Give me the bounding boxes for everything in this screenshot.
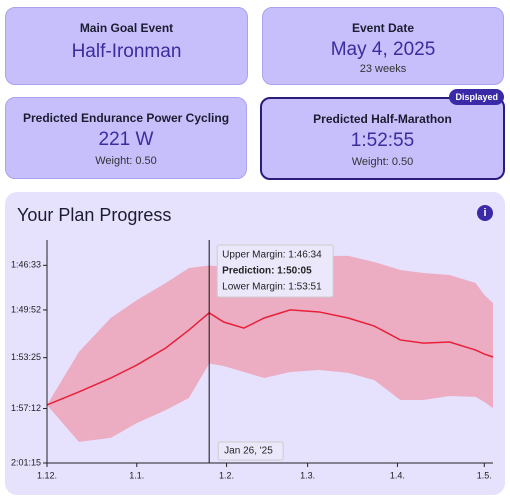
card-title: Predicted Half-Marathon xyxy=(313,112,452,126)
y-tick-label: 1:53:25 xyxy=(11,352,41,362)
tooltip-line: Prediction: 1:50:05 xyxy=(222,266,312,277)
y-tick-label: 1:49:52 xyxy=(11,304,41,314)
card: Predicted Endurance Power Cycling 221 W … xyxy=(5,97,247,179)
prediction-line xyxy=(46,309,494,406)
x-tick-label: 1.2. xyxy=(219,470,234,480)
y-tick-label: 1:57:12 xyxy=(11,403,41,413)
tooltip-line: Lower Margin: 1:53:51 xyxy=(222,282,322,293)
card-selected[interactable]: Predicted Half-Marathon 1:52:55 Weight: … xyxy=(260,89,505,180)
card-sub: 23 weeks xyxy=(359,63,407,75)
card-value: Half-Ironman xyxy=(71,41,182,62)
tooltip-box xyxy=(216,244,334,298)
card-value: 221 W xyxy=(98,129,154,150)
card-title: Predicted Endurance Power Cycling xyxy=(22,111,230,125)
x-tick-label: 1.5. xyxy=(477,470,492,480)
margin-band xyxy=(47,255,493,442)
card-value: May 4, 2025 xyxy=(330,39,436,60)
tooltip-line: Upper Margin: 1:46:34 xyxy=(222,250,322,261)
date-box xyxy=(217,441,284,461)
card: Event Date May 4, 2025 23 weeks xyxy=(262,7,504,85)
x-tick-label: 1.1. xyxy=(129,470,144,480)
card: Main Goal Event Half-Ironman xyxy=(5,7,248,85)
x-tick-label: 1.3. xyxy=(300,470,315,480)
x-tick-label: 1.4. xyxy=(390,470,405,480)
card-value: 1:52:55 xyxy=(350,130,415,151)
card-sub: Weight: 0.50 xyxy=(95,155,157,167)
card-title: Main Goal Event xyxy=(79,21,174,35)
badge: Displayed xyxy=(449,89,504,105)
y-tick-label: 1:46:33 xyxy=(11,260,41,270)
cursor-date: Jan 26, '25 xyxy=(224,446,273,457)
panel-title: Your Plan Progress xyxy=(17,205,172,225)
x-tick-label: 1.12. xyxy=(37,470,57,480)
card-title: Event Date xyxy=(351,21,415,35)
card-sub: Weight: 0.50 xyxy=(351,156,414,168)
y-tick-label: 2:01:15 xyxy=(11,457,41,467)
info-icon[interactable]: i xyxy=(477,205,493,221)
